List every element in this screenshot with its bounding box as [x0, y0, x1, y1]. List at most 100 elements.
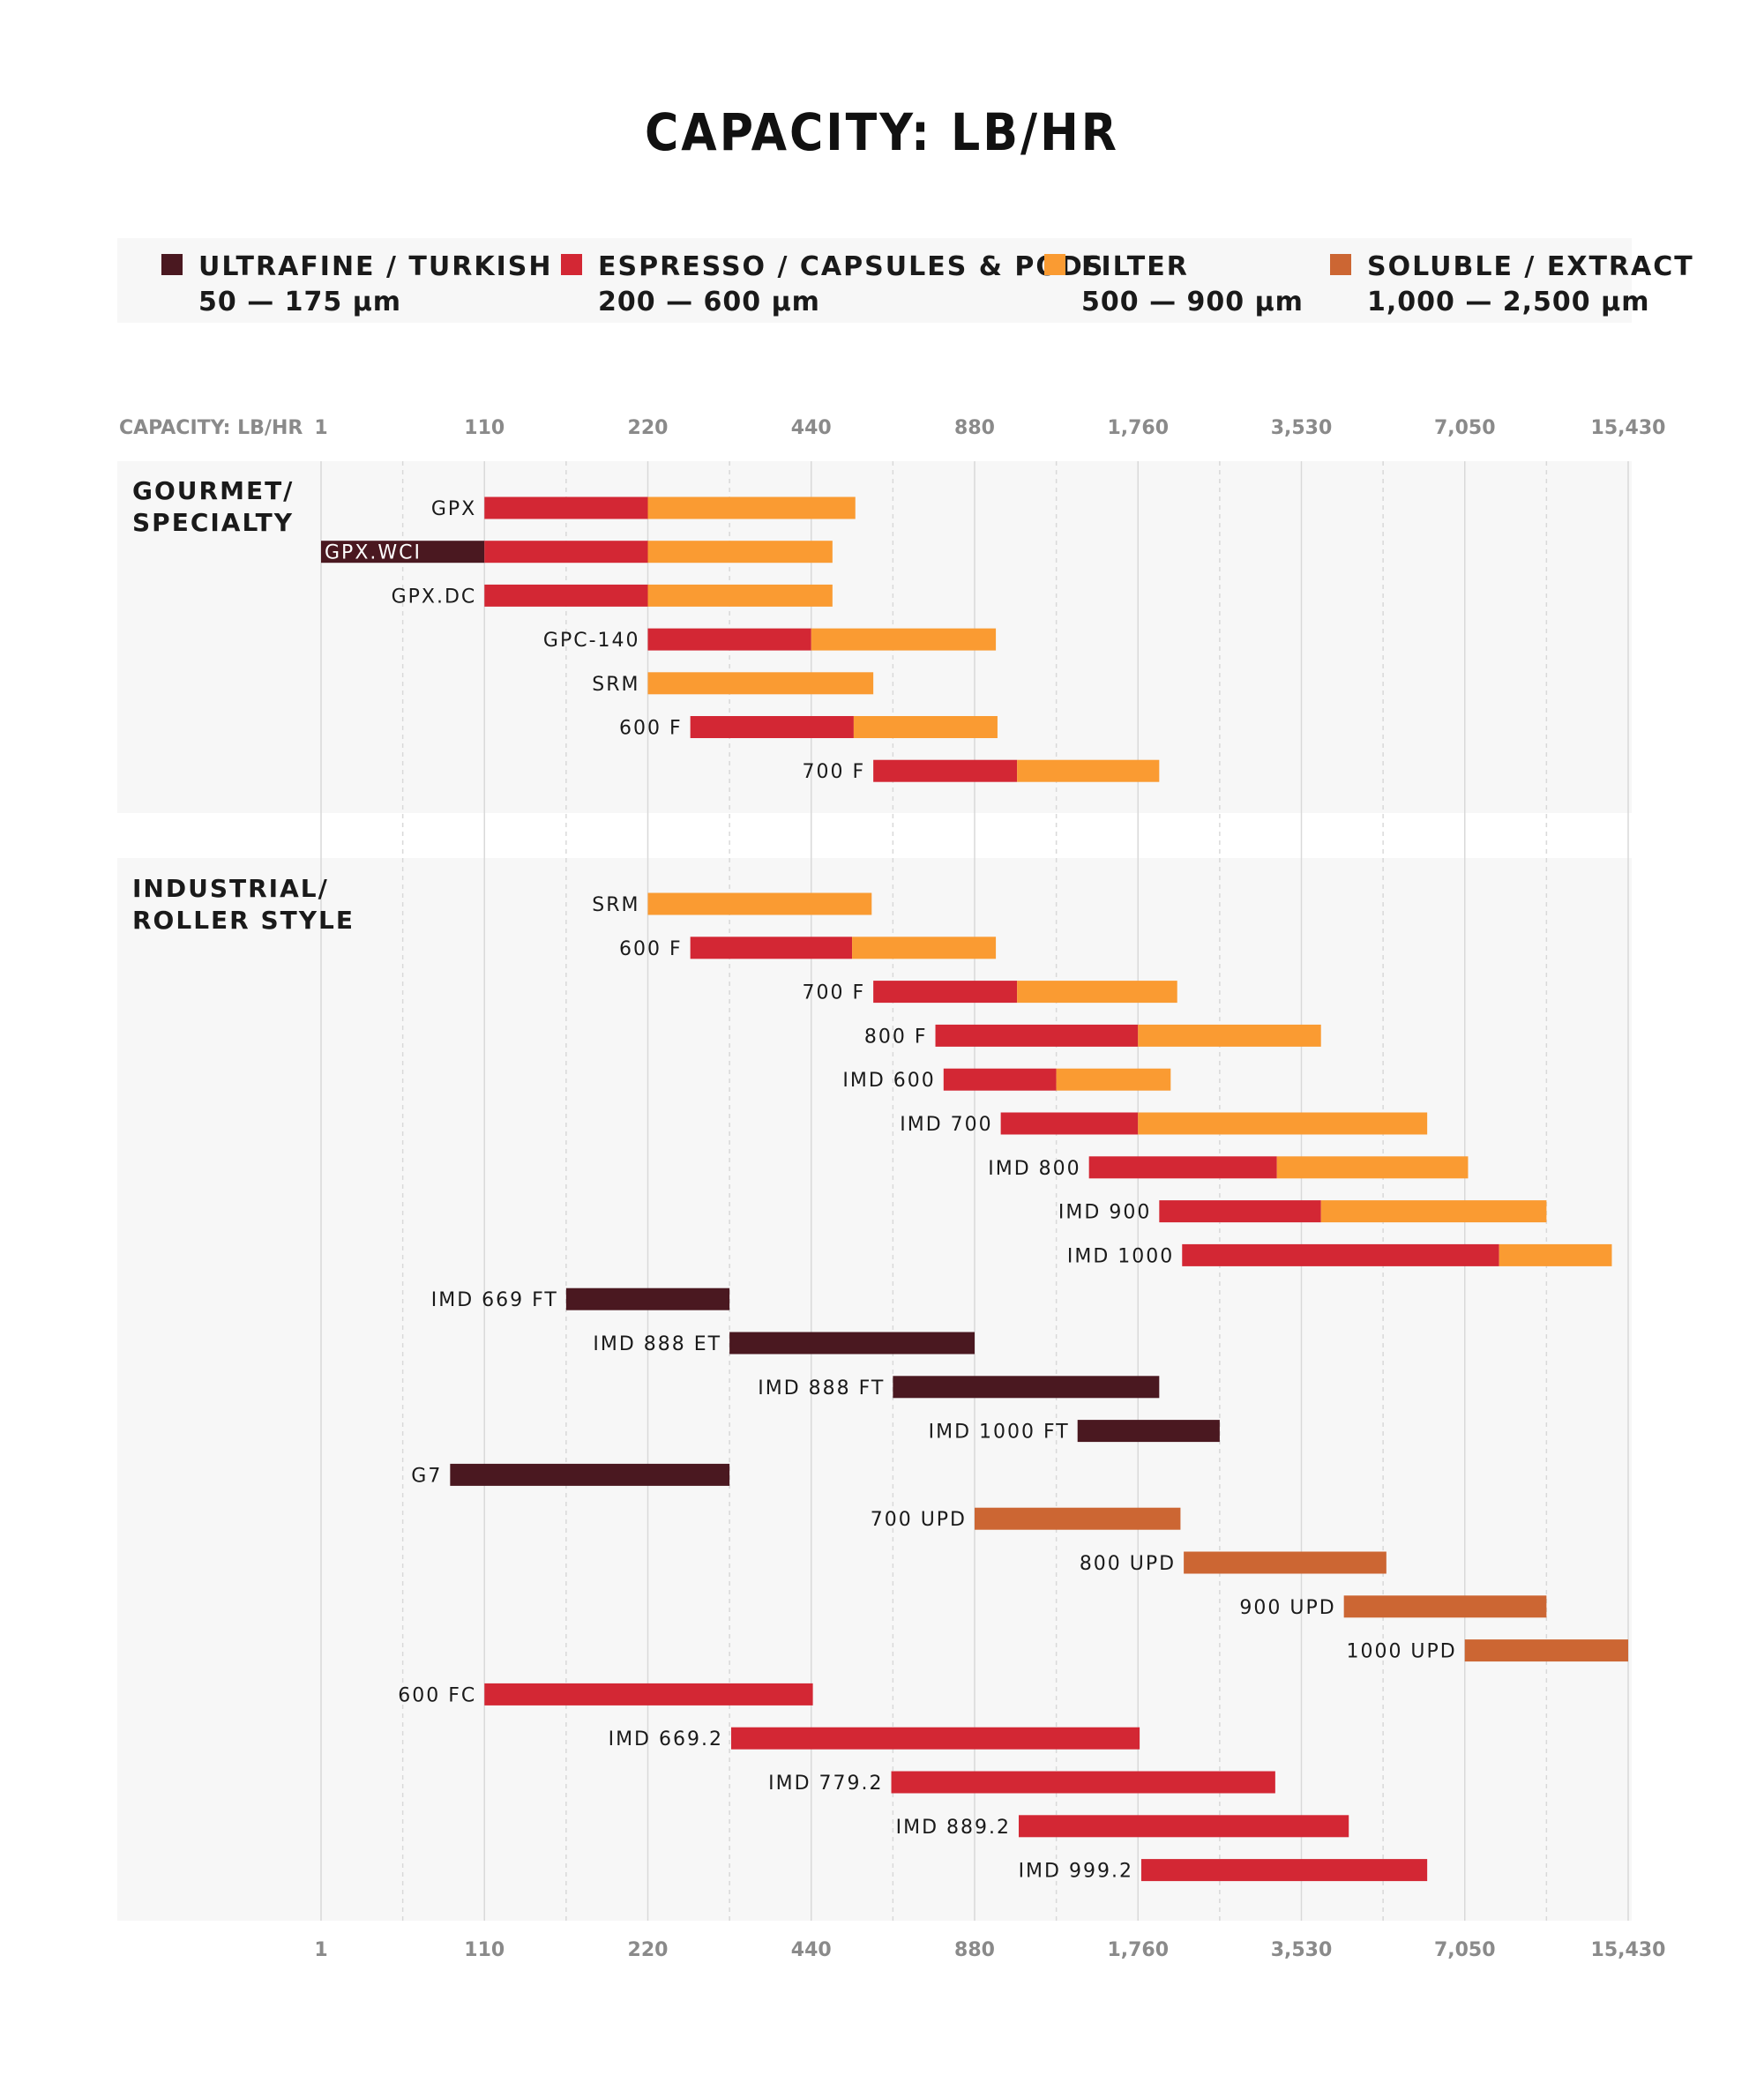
bar-segment-filter — [1056, 1068, 1171, 1091]
legend-swatch-ultrafine — [161, 254, 183, 275]
x-tick-label-bottom: 440 — [791, 1939, 832, 1961]
bar-label: GPX.WCI — [325, 542, 422, 564]
bar-segment-espresso — [1140, 1859, 1428, 1882]
bar-label: 700 UPD — [871, 1509, 967, 1531]
bar-row: IMD 669 FT — [431, 1288, 730, 1311]
bar-label: 700 F — [803, 761, 866, 783]
bar-label: 600 F — [619, 718, 683, 740]
x-tick-label-top: 7,050 — [1434, 417, 1496, 439]
grid-lines — [320, 461, 1629, 1921]
bar-row: 600 F — [619, 716, 998, 740]
bar-label: IMD 900 — [1058, 1202, 1151, 1224]
bar-segment-filter — [647, 541, 833, 564]
x-tick-label-bottom: 15,430 — [1591, 1939, 1666, 1961]
bar-segment-espresso — [1019, 1815, 1349, 1838]
x-axis-top: CAPACITY: LB/HR 1 110 220 440 880 1,760 3,530 7… — [119, 417, 1665, 439]
x-tick-label-top: 110 — [464, 417, 505, 439]
bar-label: IMD 669.2 — [609, 1728, 723, 1750]
bar-label: IMD 1000 — [1067, 1245, 1174, 1267]
x-tick-label-top: 15,430 — [1591, 417, 1666, 439]
bar-row: IMD 1000 FT — [929, 1420, 1220, 1444]
bar-segment-soluble — [975, 1507, 1181, 1530]
bar-label: 600 FC — [398, 1684, 476, 1706]
bar-label: IMD 888 FT — [758, 1377, 885, 1400]
legend-range-filter: 500 — 900 µm — [1081, 287, 1304, 317]
bar-row: IMD 700 — [900, 1112, 1428, 1136]
bar-label: IMD 700 — [900, 1114, 992, 1136]
legend-label-soluble: SOLUBLE / EXTRACT — [1367, 251, 1694, 282]
bar-segment-filter — [1138, 1024, 1321, 1047]
bar-segment-espresso — [484, 541, 648, 564]
x-tick-label-bottom: 7,050 — [1434, 1939, 1496, 1961]
x-tick-label-bottom: 3,530 — [1271, 1939, 1333, 1961]
bar-segment-espresso — [873, 981, 1018, 1004]
bar-row: GPX.WCI — [321, 541, 833, 564]
bar-segment-filter — [852, 937, 997, 959]
bar-segment-filter — [647, 672, 874, 695]
bar-label: GPX.DC — [392, 586, 477, 608]
bar-segment-filter — [811, 628, 997, 651]
bar-segment-ultrafine — [565, 1288, 730, 1310]
x-tick-label-top: 1,760 — [1107, 417, 1169, 439]
bar-row: 600 F — [619, 937, 997, 960]
bar-segment-filter — [1017, 759, 1160, 782]
bar-row: IMD 600 — [842, 1068, 1171, 1092]
bar-label: IMD 800 — [988, 1158, 1080, 1180]
legend-label-espresso: ESPRESSO / CAPSULES & PODS — [598, 251, 1104, 282]
chart-title: CAPACITY: LB/HR — [645, 102, 1119, 162]
bar-row: 800 F — [864, 1024, 1321, 1048]
bar-row: IMD 669.2 — [609, 1727, 1140, 1750]
bar-segment-espresso — [873, 759, 1018, 782]
bar-segment-filter — [647, 584, 833, 607]
bar-segment-espresso — [943, 1068, 1057, 1091]
group-labels: GOURMET/SPECIALTY INDUSTRIAL/ROLLER STYLE — [132, 476, 353, 935]
legend-swatch-filter — [1044, 254, 1065, 275]
bar-segment-espresso — [935, 1024, 1139, 1047]
bar-row: IMD 888 ET — [593, 1332, 975, 1355]
bar-label: GPC-140 — [543, 630, 640, 652]
bar-label: IMD 600 — [842, 1070, 935, 1092]
bar-row: GPX — [431, 496, 856, 520]
group-label: GOURMET/SPECIALTY — [132, 476, 294, 537]
bar-segment-espresso — [484, 584, 648, 607]
group-panels — [117, 461, 1632, 1921]
x-tick-label-bottom: 1 — [314, 1939, 327, 1961]
bar-row: 700 F — [803, 759, 1160, 783]
x-tick-label-bottom: 220 — [628, 1939, 669, 1961]
bar-label: 800 UPD — [1080, 1553, 1176, 1575]
x-tick-label-top: 440 — [791, 417, 832, 439]
bar-segment-soluble — [1464, 1639, 1628, 1662]
x-tick-label-top: 3,530 — [1271, 417, 1333, 439]
x-tick-label-bottom: 1,760 — [1107, 1939, 1169, 1961]
bar-row: IMD 900 — [1058, 1200, 1547, 1224]
bar-row: IMD 999.2 — [1019, 1859, 1428, 1883]
bars: GPX GPX.WCI GPX.DC GPC-140 SRM 600 F 700 F SRM 6… — [321, 496, 1628, 1883]
bar-segment-filter — [647, 892, 872, 915]
bar-row: IMD 800 — [988, 1156, 1469, 1180]
bar-row: 1000 UPD — [1346, 1639, 1628, 1663]
bar-segment-filter — [1138, 1112, 1428, 1135]
bar-segment-espresso — [1000, 1112, 1139, 1135]
legend-range-espresso: 200 — 600 µm — [598, 287, 820, 317]
legend-label-ultrafine: ULTRAFINE / TURKISH — [198, 251, 552, 282]
bar-row: G7 — [411, 1463, 730, 1487]
bar-row: IMD 888 FT — [758, 1376, 1160, 1400]
bar-label: 600 F — [619, 938, 683, 960]
bar-segment-espresso — [1182, 1243, 1499, 1266]
bar-row: SRM — [592, 672, 874, 696]
bar-label: G7 — [411, 1465, 442, 1487]
bar-segment-filter — [853, 716, 998, 738]
legend-range-soluble: 1,000 — 2,500 µm — [1367, 287, 1649, 317]
bar-row: GPC-140 — [543, 628, 997, 652]
bar-segment-filter — [1276, 1156, 1469, 1179]
bar-row: 600 FC — [398, 1683, 813, 1706]
bar-segment-ultrafine — [893, 1376, 1160, 1399]
x-tick-label-top: 880 — [954, 417, 995, 439]
bar-segment-espresso — [690, 716, 854, 738]
bar-segment-espresso — [484, 1683, 813, 1706]
bar-row: SRM — [592, 892, 872, 916]
legend-background — [117, 238, 1632, 323]
bar-label: IMD 669 FT — [431, 1289, 558, 1311]
bar-row: GPX.DC — [392, 584, 833, 608]
